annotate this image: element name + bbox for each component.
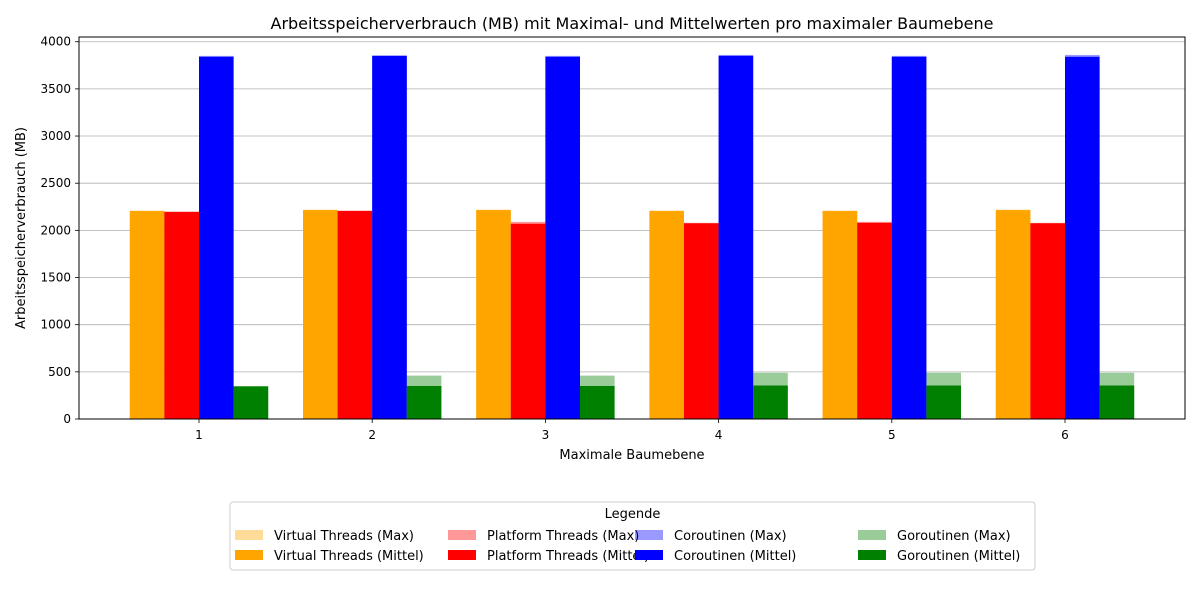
bar-mean-platform-threads-mittel bbox=[857, 222, 892, 419]
bar-mean-platform-threads-mittel bbox=[510, 223, 546, 419]
legend-label: Coroutinen (Mittel) bbox=[674, 549, 796, 564]
bar-mean-goroutinen-mittel bbox=[406, 385, 442, 419]
x-tick-label: 3 bbox=[542, 428, 550, 442]
y-tick-label: 2500 bbox=[40, 176, 71, 190]
legend-swatch bbox=[858, 550, 886, 560]
bars bbox=[129, 54, 1135, 420]
legend-label: Goroutinen (Mittel) bbox=[897, 549, 1020, 564]
y-tick-label: 500 bbox=[48, 365, 71, 379]
legend-label: Coroutinen (Max) bbox=[674, 529, 787, 544]
x-tick-label: 2 bbox=[368, 428, 376, 442]
y-tick-label: 2000 bbox=[40, 223, 71, 237]
legend: Legende Virtual Threads (Max) Virtual Thre… bbox=[229, 501, 1036, 571]
legend-label: Virtual Threads (Mittel) bbox=[274, 549, 424, 564]
legend-box bbox=[229, 501, 1036, 571]
chart-title: Arbeitsspeicherverbrauch (MB) mit Maxima… bbox=[271, 14, 994, 33]
y-tick-label: 1500 bbox=[40, 271, 71, 285]
bar-mean-goroutinen-mittel bbox=[580, 385, 615, 419]
legend-swatch bbox=[635, 530, 663, 540]
bar-mean-goroutinen-mittel bbox=[1099, 385, 1135, 419]
legend-title: Legende bbox=[605, 507, 661, 522]
bar-mean-virtual-threads-mittel bbox=[129, 211, 165, 419]
y-tick-label: 3500 bbox=[40, 82, 71, 96]
bar-mean-platform-threads-mittel bbox=[684, 223, 719, 419]
legend-label: Platform Threads (Mittel) bbox=[487, 549, 649, 564]
y-tick-label: 3000 bbox=[40, 129, 71, 143]
bar-mean-goroutinen-mittel bbox=[926, 385, 961, 419]
bar-mean-coroutinen-mittel bbox=[718, 55, 754, 419]
bar-mean-virtual-threads-mittel bbox=[476, 210, 511, 419]
legend-swatch bbox=[448, 550, 476, 560]
x-tick-label: 5 bbox=[888, 428, 896, 442]
x-tick-label: 4 bbox=[715, 428, 723, 442]
bar-mean-platform-threads-mittel bbox=[164, 211, 199, 419]
legend-label: Platform Threads (Max) bbox=[487, 529, 639, 544]
bar-mean-coroutinen-mittel bbox=[891, 56, 927, 420]
bar-mean-coroutinen-mittel bbox=[372, 55, 407, 419]
bar-mean-platform-threads-mittel bbox=[1030, 223, 1065, 419]
y-tick-label: 4000 bbox=[40, 35, 71, 49]
bar-mean-goroutinen-mittel bbox=[233, 386, 269, 419]
legend-swatch bbox=[448, 530, 476, 540]
legend-swatch bbox=[235, 550, 263, 560]
gridlines bbox=[79, 41, 1185, 420]
x-tick-label: 1 bbox=[195, 428, 203, 442]
bar-mean-coroutinen-mittel bbox=[545, 56, 580, 420]
bar-mean-virtual-threads-mittel bbox=[303, 210, 338, 419]
legend-swatch bbox=[635, 550, 663, 560]
bar-mean-platform-threads-mittel bbox=[337, 211, 373, 419]
bar-mean-virtual-threads-mittel bbox=[649, 211, 684, 419]
x-axis-label: Maximale Baumebene bbox=[559, 448, 704, 463]
bar-mean-goroutinen-mittel bbox=[753, 385, 788, 419]
legend-swatch bbox=[235, 530, 263, 540]
legend-label: Virtual Threads (Max) bbox=[274, 529, 414, 544]
legend-label: Goroutinen (Max) bbox=[897, 529, 1011, 544]
bar-mean-virtual-threads-mittel bbox=[995, 210, 1031, 419]
y-axis-label: Arbeitsspeicherverbrauch (MB) bbox=[14, 127, 29, 329]
plot-frame bbox=[78, 36, 1186, 420]
y-tick-label: 1000 bbox=[40, 318, 71, 332]
bar-mean-coroutinen-mittel bbox=[199, 56, 234, 420]
legend-swatch bbox=[858, 530, 886, 540]
bar-mean-virtual-threads-mittel bbox=[822, 211, 858, 419]
y-tick-label: 0 bbox=[63, 412, 71, 426]
x-tick-label: 6 bbox=[1061, 428, 1069, 442]
bar-mean-coroutinen-mittel bbox=[1065, 56, 1100, 420]
axes: 0 500 1000 1500 2000 2500 3000 3500 4000 1 2 3 4 5 6 bbox=[40, 35, 1186, 442]
